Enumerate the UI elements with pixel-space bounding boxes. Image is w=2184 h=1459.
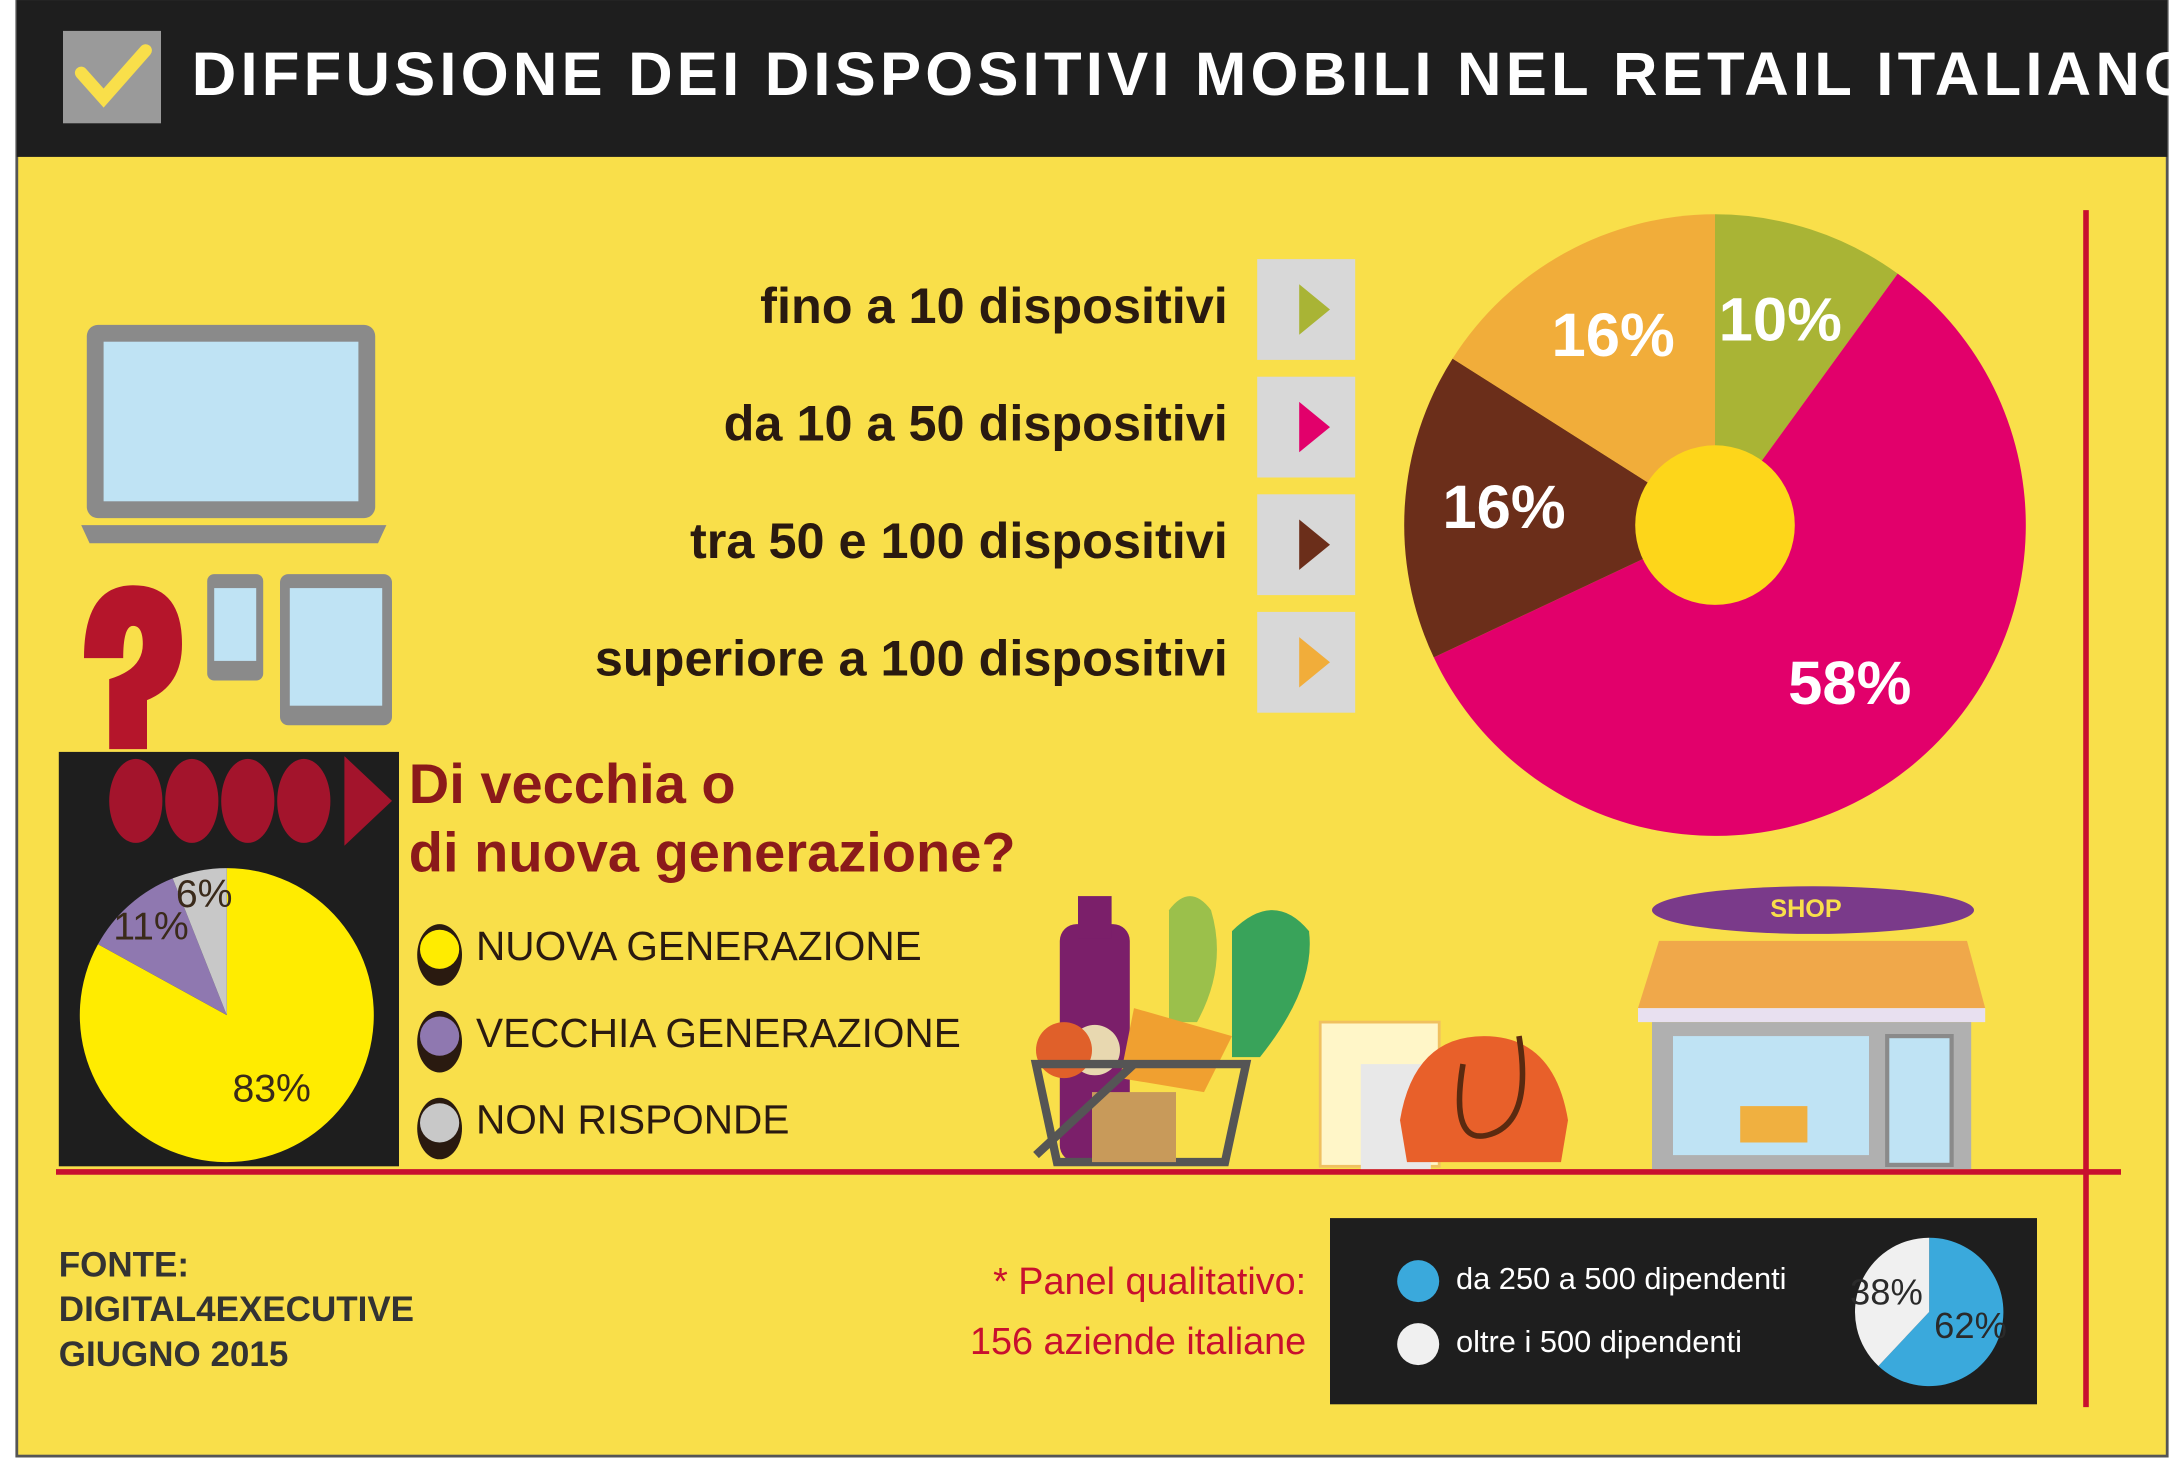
chart-title: di nuova generazione?: [409, 821, 1016, 884]
data-label: 83%: [232, 1067, 310, 1110]
legend-swatch: [1299, 637, 1330, 688]
source-text: DIGITAL4EXECUTIVE: [59, 1290, 414, 1329]
legend-label: VECCHIA GENERAZIONE: [476, 1010, 961, 1056]
shop-sign: SHOP: [1770, 895, 1841, 923]
legend-swatch: [1299, 519, 1330, 570]
pie-slice: [1452, 214, 1715, 526]
source-text: FONTE:: [59, 1245, 189, 1284]
pie-hole: [1635, 445, 1795, 605]
data-label: 11%: [113, 905, 189, 948]
legend-label: NUOVA GENERAZIONE: [476, 923, 922, 969]
legend-swatch: [420, 1103, 460, 1143]
shopping-illustration: [1030, 886, 1986, 1170]
data-label: 62%: [1934, 1305, 2007, 1346]
note-text: * Panel qualitativo:: [993, 1261, 1306, 1303]
pie-slice: [1715, 214, 1898, 526]
legend-label: fino a 10 dispositivi: [760, 277, 1228, 334]
legend-swatch: [1299, 284, 1330, 335]
legend-swatch: [420, 929, 460, 969]
data-label: 58%: [1788, 649, 1911, 718]
header-bar: [16, 0, 2168, 157]
pie-slice: [172, 868, 227, 1016]
data-label: 10%: [1719, 285, 1842, 354]
data-label: 16%: [1552, 301, 1675, 370]
title: DIFFUSIONE DEI DISPOSITIVI MOBILI NEL RE…: [192, 40, 2184, 109]
pie-slice: [1878, 1237, 2004, 1387]
legend-swatch: [420, 1016, 460, 1056]
legend-label: da 250 a 500 dipendenti: [1456, 1261, 1787, 1296]
data-label: 16%: [1442, 473, 1565, 542]
legend-label: da 10 a 50 dispositivi: [724, 394, 1228, 451]
chart-title: Di vecchia o: [409, 752, 736, 815]
source-text: GIUGNO 2015: [59, 1335, 289, 1374]
legend-swatch: [1299, 401, 1330, 453]
legend-label: tra 50 e 100 dispositivi: [690, 512, 1228, 569]
pie-slice: [1404, 358, 1715, 658]
pie-slice: [1854, 1237, 1930, 1366]
data-label: 38%: [1850, 1272, 1923, 1313]
pie-slice: [97, 878, 227, 1016]
note-text: 156 aziende italiane: [970, 1321, 1306, 1363]
check-mark: [74, 44, 152, 108]
legend-label: NON RISPONDE: [476, 1097, 789, 1143]
decor-ovals: [109, 756, 392, 846]
legend-label: superiore a 100 dispositivi: [595, 630, 1228, 687]
devices-illustration: [81, 324, 392, 750]
legend-swatch: [1397, 1260, 1440, 1303]
legend-swatch: [1397, 1323, 1440, 1366]
data-label: 6%: [176, 873, 233, 916]
legend-label: oltre i 500 dipendenti: [1456, 1324, 1742, 1359]
